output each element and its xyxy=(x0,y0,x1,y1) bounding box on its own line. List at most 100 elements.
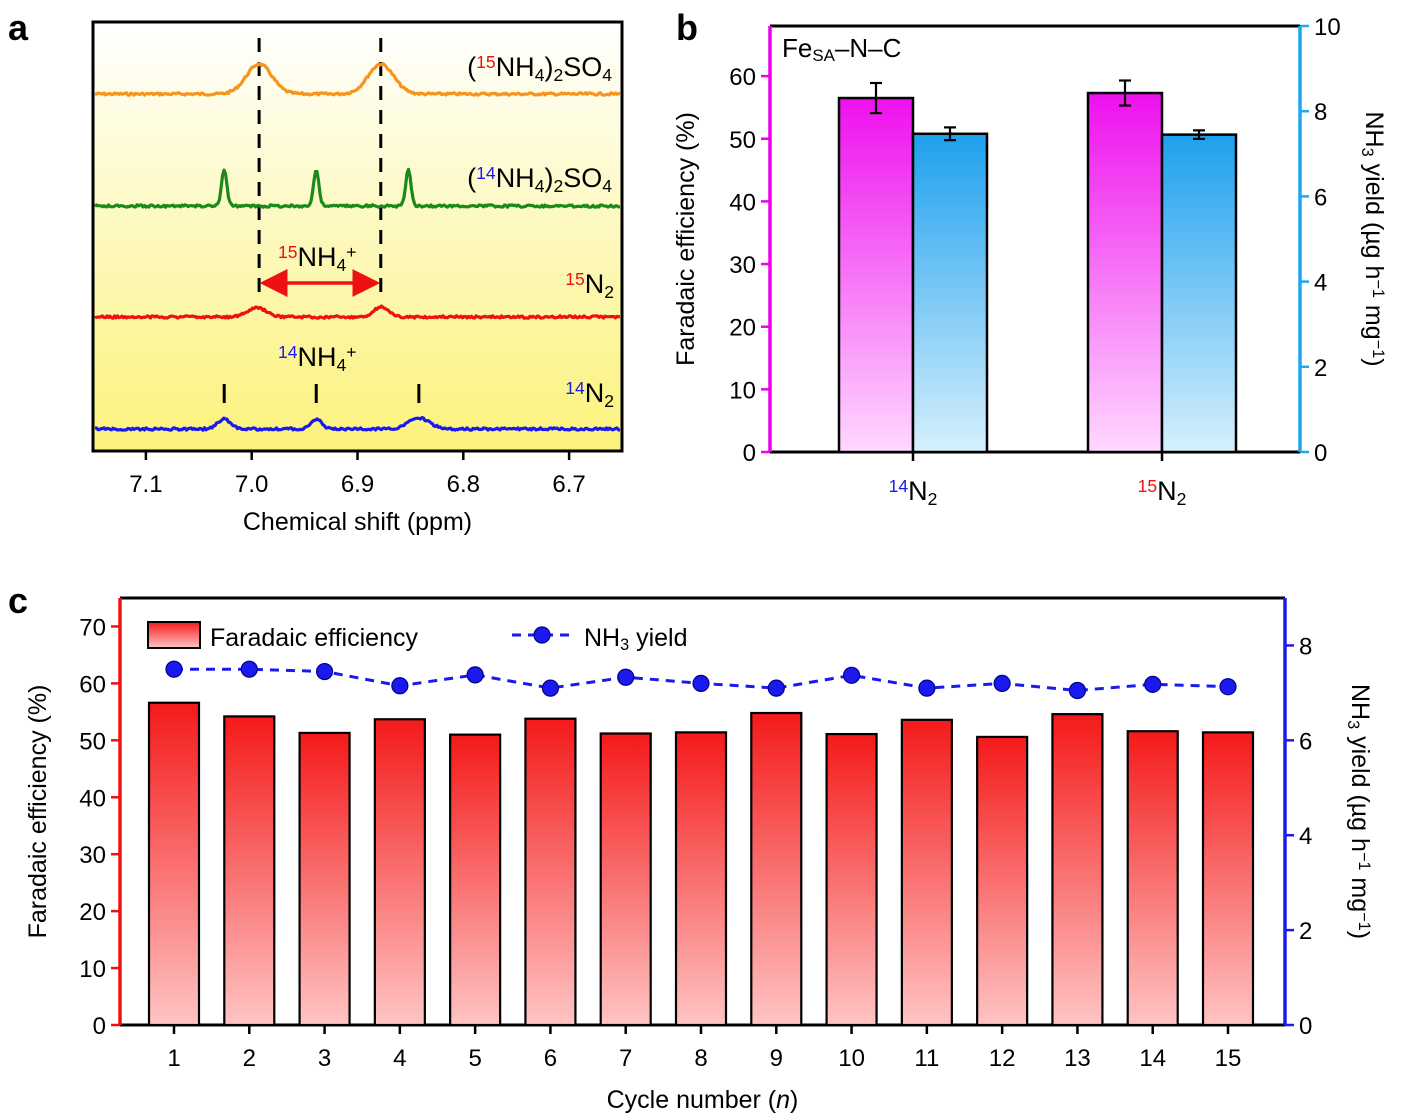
bar-faradaic-efficiency xyxy=(1126,730,1179,1027)
series-label-14nh4so4-part: 2 xyxy=(553,176,563,196)
left-tick-label: 50 xyxy=(79,728,106,755)
nh3-yield-point xyxy=(767,679,785,697)
annotation-14nh4-part: 4 xyxy=(337,355,347,375)
left-axis-label: Faradaic efficiency (%) xyxy=(24,685,52,939)
x-tick-label: 7.1 xyxy=(129,471,162,498)
right-axis-label-part: ) xyxy=(1360,358,1388,366)
annotation-14nh4-part: NH xyxy=(298,342,337,372)
legend-bar-swatch xyxy=(147,621,201,649)
left-tick-label: 10 xyxy=(729,377,756,404)
right-tick-label: 4 xyxy=(1314,270,1327,297)
left-tick-label: 10 xyxy=(79,956,106,983)
bar-faradaic-efficiency xyxy=(825,732,878,1027)
bar-faradaic-efficiency xyxy=(750,711,803,1027)
right-tick-label: 10 xyxy=(1314,14,1341,41)
x-axis-label-part: ) xyxy=(790,1086,798,1114)
legend-point-swatch xyxy=(533,626,551,644)
spectrum-1 xyxy=(93,167,621,209)
series-label-14nh4so4-part: NH xyxy=(496,163,535,193)
x-tick-label: 11 xyxy=(914,1045,939,1072)
panel-b: b0102030405060024681014N215N2FeSA–N–CFar… xyxy=(672,7,1388,509)
series-label-15nh4so4-part: NH xyxy=(496,52,535,82)
annotation-14nh4: 14NH4+ xyxy=(278,342,357,375)
left-tick-label: 0 xyxy=(743,440,756,467)
category-label: 14N2 xyxy=(889,476,938,509)
series-label-15n2: 15N2 xyxy=(565,269,614,302)
left-tick-label: 30 xyxy=(729,252,756,279)
right-axis-label: NH3 yield (µg h−1 mg−1) xyxy=(1344,684,1374,939)
nh3-yield-point xyxy=(617,668,635,686)
panel-label-c: c xyxy=(8,580,28,621)
x-tick-label: 10 xyxy=(838,1045,865,1072)
series-label-15n2-part: 15 xyxy=(565,269,585,289)
series-label-14nh4so4-part: ) xyxy=(544,163,553,193)
right-axis-label-part: −1 xyxy=(1369,279,1387,298)
nh3-yield-point xyxy=(541,679,560,697)
bar-faradaic-efficiency xyxy=(298,731,351,1027)
left-tick-label: 60 xyxy=(79,671,106,698)
x-tick-label: 6.9 xyxy=(341,471,374,498)
left-tick-label: 70 xyxy=(79,614,106,641)
category-label-part: N xyxy=(908,476,928,506)
nh3-yield-point xyxy=(1068,681,1087,700)
chart-title-part: Fe xyxy=(782,33,812,63)
spectrum-3 xyxy=(94,416,621,432)
left-tick-label: 20 xyxy=(729,315,756,342)
plot-background xyxy=(93,22,622,451)
spectrum-0 xyxy=(94,61,621,97)
category-label-part: 2 xyxy=(1177,489,1187,509)
nh3-yield-point xyxy=(692,674,710,693)
annotation-15nh4-part: 15 xyxy=(278,242,298,262)
category-label-part: 15 xyxy=(1138,476,1158,496)
panel-a: a(15NH4)2SO4(14NH4)2SO415N214N215NH4+14N… xyxy=(8,7,624,536)
right-axis-label-part: −1 xyxy=(1369,340,1387,359)
legend-bar-label: Faradaic efficiency xyxy=(210,624,418,652)
bar-faradaic-efficiency xyxy=(1051,713,1104,1027)
bar-faradaic-efficiency xyxy=(449,733,502,1027)
right-axis-label-part: mg xyxy=(1346,870,1374,912)
annotation-14nh4-part: 14 xyxy=(278,342,298,362)
series-label-14n2-part: 14 xyxy=(565,378,585,398)
x-tick-label: 13 xyxy=(1064,1045,1091,1072)
bar-faradaic-efficiency xyxy=(837,96,915,454)
right-axis-label-part: yield (µg h xyxy=(1360,157,1388,280)
right-axis-label-part: 3 xyxy=(1344,720,1362,729)
x-tick-label: 15 xyxy=(1215,1045,1242,1072)
annotation-15nh4-part: + xyxy=(346,242,356,262)
nh3-yield-point xyxy=(918,679,936,697)
series-label-15nh4so4-part: ( xyxy=(467,52,476,82)
left-tick-label: 40 xyxy=(729,189,756,216)
x-tick-label: 14 xyxy=(1139,1045,1166,1072)
bar-faradaic-efficiency xyxy=(976,735,1029,1027)
panel-label-a: a xyxy=(8,7,29,48)
right-tick-label: 0 xyxy=(1299,1013,1312,1040)
nh3-yield-point xyxy=(1144,675,1162,693)
series-label-14nh4so4-part: SO xyxy=(563,163,602,193)
x-axis-label-part: Cycle number ( xyxy=(607,1086,777,1114)
nh3-yield-point xyxy=(240,660,258,678)
x-axis-label: Chemical shift (ppm) xyxy=(243,508,472,536)
x-tick-label: 5 xyxy=(468,1045,481,1072)
series-label-15nh4so4-part: SO xyxy=(563,52,602,82)
right-axis-label-part: ) xyxy=(1346,931,1374,939)
x-tick-label: 4 xyxy=(393,1045,406,1072)
x-tick-label: 7.0 xyxy=(235,471,268,498)
left-tick-label: 30 xyxy=(79,842,106,869)
series-label-14nh4so4-part: 4 xyxy=(602,176,612,196)
right-axis-label-part: yield (µg h xyxy=(1346,729,1374,852)
nh3-yield-point xyxy=(993,674,1011,693)
nh3-yield-point xyxy=(842,666,861,684)
right-tick-label: 2 xyxy=(1299,918,1312,945)
category-label-part: 14 xyxy=(889,476,909,496)
x-tick-label: 9 xyxy=(770,1045,783,1072)
bar-faradaic-efficiency xyxy=(674,731,728,1027)
series-label-14nh4so4-part: ( xyxy=(467,163,476,193)
bar-faradaic-efficiency xyxy=(1086,91,1164,454)
nh3-yield-point xyxy=(391,677,409,695)
legend-line-label-part: 3 xyxy=(620,636,629,654)
legend-line-label-part: NH xyxy=(584,624,620,652)
x-tick-label: 2 xyxy=(243,1045,256,1072)
nh3-yield-point xyxy=(315,662,334,681)
x-tick-label: 6.7 xyxy=(552,471,585,498)
